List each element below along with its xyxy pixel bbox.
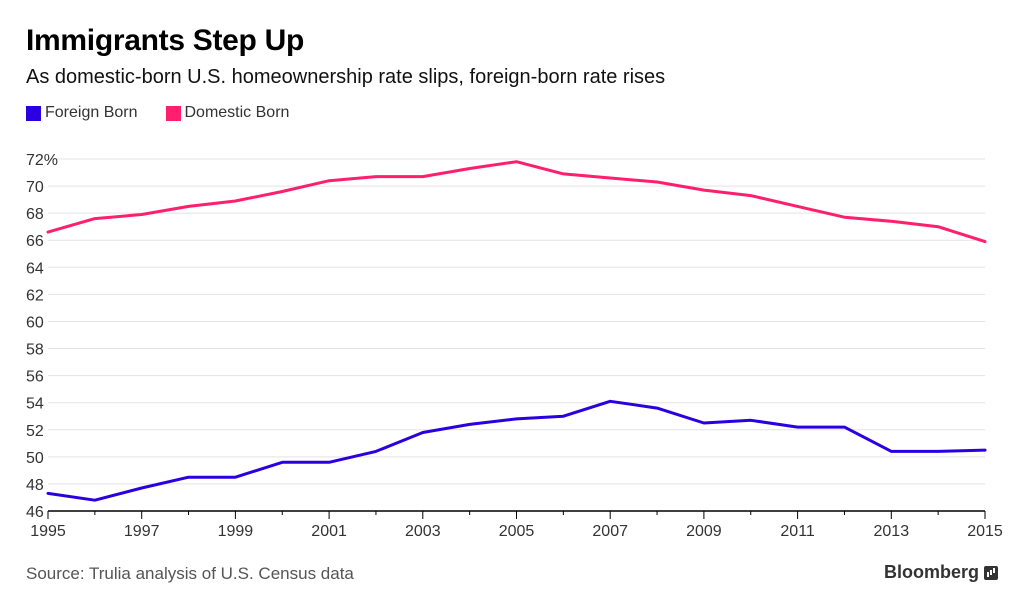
y-tick-label-64: 64 xyxy=(26,260,44,277)
x-tick-label-1997: 1997 xyxy=(124,523,160,540)
y-tick-label-66: 66 xyxy=(26,233,44,250)
chart-title: Immigrants Step Up xyxy=(26,24,304,57)
y-tick-label-70: 70 xyxy=(26,179,44,196)
y-tick-label-52: 52 xyxy=(26,423,44,440)
x-tick-label-1995: 1995 xyxy=(30,523,66,540)
x-tick-label-2007: 2007 xyxy=(592,523,628,540)
source-note: Source: Trulia analysis of U.S. Census d… xyxy=(26,564,354,583)
legend-swatch-domestic-born xyxy=(165,105,181,121)
y-tick-label-50: 50 xyxy=(26,450,44,467)
x-tick-label-2001: 2001 xyxy=(311,523,347,540)
y-tick-label-48: 48 xyxy=(26,477,44,494)
y-tick-label-46: 46 xyxy=(26,504,44,521)
x-tick-label-2003: 2003 xyxy=(405,523,441,540)
x-tick-label-2011: 2011 xyxy=(780,523,815,540)
y-tick-label-54: 54 xyxy=(26,396,44,413)
x-tick-label-2013: 2013 xyxy=(874,523,910,540)
brand-name: Bloomberg xyxy=(883,562,979,582)
bar-chart-icon xyxy=(984,565,998,580)
legend: Foreign Born Domestic Born xyxy=(26,104,317,122)
y-tick-label-60: 60 xyxy=(26,314,44,331)
y-tick-label-72: 72% xyxy=(26,152,58,169)
brand-logo: Bloomberg xyxy=(884,562,998,583)
y-axis-tick-labels: 46 48 50 52 54 56 58 60 62 64 66 68 70 72% xyxy=(26,152,58,521)
legend-item-domestic-born: Domestic Born xyxy=(165,104,290,122)
y-tick-label-68: 68 xyxy=(26,206,44,223)
x-tick-label-2009: 2009 xyxy=(686,523,722,540)
x-tick-label-2005: 2005 xyxy=(499,523,535,540)
legend-label-domestic-born: Domestic Born xyxy=(184,104,290,121)
y-tick-label-56: 56 xyxy=(26,369,44,386)
series-lines xyxy=(46,160,987,502)
legend-label-foreign-born: Foreign Born xyxy=(45,104,138,121)
series-line-foreign-born xyxy=(46,399,987,502)
x-axis: 1995 1997 1999 2001 2003 2005 2007 2009 2011 2013… xyxy=(30,510,1003,540)
chart-subtitle: As domestic-born U.S. homeownership rate… xyxy=(26,66,666,88)
series-line-domestic-born xyxy=(46,160,987,244)
y-tick-label-58: 58 xyxy=(26,342,44,359)
x-tick-label-1999: 1999 xyxy=(218,523,254,540)
grid-lines xyxy=(48,158,985,485)
legend-swatch-foreign-born xyxy=(26,105,41,121)
y-tick-label-62: 62 xyxy=(26,287,44,304)
legend-item-foreign-born: Foreign Born xyxy=(26,104,138,122)
x-tick-label-2015: 2015 xyxy=(967,523,1003,540)
